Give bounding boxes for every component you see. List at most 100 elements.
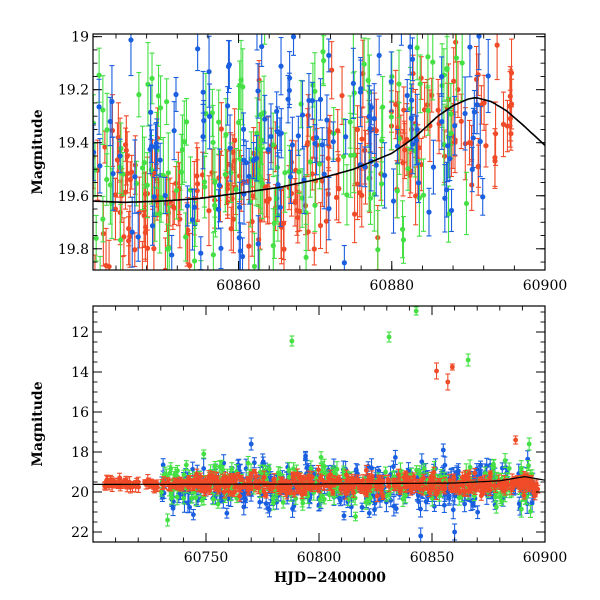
blue-data-point (447, 136, 453, 182)
green-data-point (141, 136, 147, 189)
blue-data-point (135, 211, 141, 262)
green-data-point (210, 493, 216, 506)
red-data-point (465, 479, 471, 492)
red-data-point (198, 472, 204, 481)
red-data-point (333, 174, 340, 221)
blue-data-point (278, 108, 284, 159)
red-outlier-point (449, 363, 455, 371)
red-data-point (127, 205, 133, 268)
blue-data-point (117, 138, 123, 174)
blue-data-point (152, 123, 159, 171)
x-tick-label: 60880 (370, 278, 415, 294)
blue-data-point (241, 498, 247, 516)
blue-data-point (477, 105, 483, 178)
red-data-point (466, 469, 472, 478)
green-data-point (130, 282, 135, 329)
x-tick-label: 60850 (410, 550, 455, 566)
red-data-point (475, 482, 481, 493)
y-tick-label: 22 (71, 525, 89, 541)
blue-data-point (474, 75, 480, 135)
red-outlier-point (434, 362, 440, 380)
blue-data-point (96, 78, 102, 135)
red-data-point (237, 490, 243, 502)
green-outlier-point (201, 449, 207, 459)
green-data-point (421, 463, 427, 474)
blue-data-point (321, 139, 327, 210)
green-data-point (104, 92, 110, 167)
blue-data-point (307, 0, 312, 18)
red-data-point (223, 149, 230, 206)
red-data-point (287, 486, 293, 496)
red-data-point (366, 484, 372, 490)
green-data-point (312, 178, 318, 232)
red-outlier-point (445, 373, 451, 391)
green-data-point (380, 76, 386, 139)
red-data-point (121, 217, 127, 257)
red-data-point (327, 469, 333, 480)
y-tick-label: 19.6 (58, 189, 89, 205)
blue-data-point (341, 511, 347, 521)
blue-data-point (413, 115, 419, 166)
green-data-point (223, 98, 229, 171)
red-outlier-point (513, 435, 519, 445)
blue-data-point (350, 47, 356, 120)
green-data-point (183, 98, 190, 146)
red-data-point (125, 216, 132, 266)
green-outlier-point (526, 437, 532, 451)
blue-data-point (110, 136, 116, 211)
blue-data-point (371, 83, 377, 155)
red-data-point (129, 154, 135, 190)
x-tick-label: 60860 (216, 278, 261, 294)
blue-data-point (326, 176, 332, 241)
red-data-point (451, 47, 457, 116)
red-data-point (487, 470, 493, 477)
red-data-point (309, 471, 315, 483)
top-data-points (93, 0, 515, 372)
y-tick-label: 19.4 (58, 136, 89, 152)
bottom-panel: 60750 60800 60850 60900 12 14 16 18 20 22 Magnitu… (30, 305, 567, 586)
red-data-point (508, 78, 515, 130)
green-data-point (296, 149, 302, 194)
blue-data-point (326, 38, 332, 73)
red-data-point (374, 489, 380, 503)
red-data-point (224, 184, 231, 220)
blue-data-point (409, 37, 416, 82)
blue-data-point (148, 84, 154, 140)
green-data-point (400, 215, 407, 264)
green-data-point (228, 142, 234, 204)
blue-data-point (97, 138, 103, 194)
red-data-point (475, 137, 481, 196)
green-data-point (189, 492, 195, 504)
green-data-point (100, 195, 106, 243)
red-data-point (433, 488, 439, 501)
green-data-point (97, 255, 103, 270)
red-data-point (199, 151, 206, 199)
blue-data-point (371, 504, 377, 516)
red-data-point (532, 490, 538, 501)
blue-data-point (285, 74, 291, 124)
blue-data-point (317, 78, 324, 121)
green-data-point (183, 460, 189, 470)
red-data-point (363, 491, 369, 498)
red-data-point (336, 154, 342, 224)
blue-data-point (218, 227, 224, 270)
blue-data-point (224, 86, 231, 126)
green-data-point (164, 78, 170, 126)
red-data-point (373, 479, 379, 488)
blue-data-point (295, 115, 301, 156)
green-data-point (100, 75, 106, 146)
red-data-point (431, 466, 437, 479)
green-data-point (444, 34, 450, 108)
blue-data-point (341, 244, 347, 270)
blue-data-point (271, 330, 276, 372)
blue-data-point (255, 63, 261, 119)
green-data-point (394, 163, 400, 219)
blue-data-point (255, 215, 261, 270)
blue-data-point (184, 185, 190, 227)
red-data-point (457, 488, 463, 496)
green-data-point (351, 116, 357, 194)
green-data-point (445, 185, 452, 243)
blue-data-point (216, 148, 223, 223)
blue-data-point (268, 103, 274, 170)
green-data-point (320, 34, 326, 85)
